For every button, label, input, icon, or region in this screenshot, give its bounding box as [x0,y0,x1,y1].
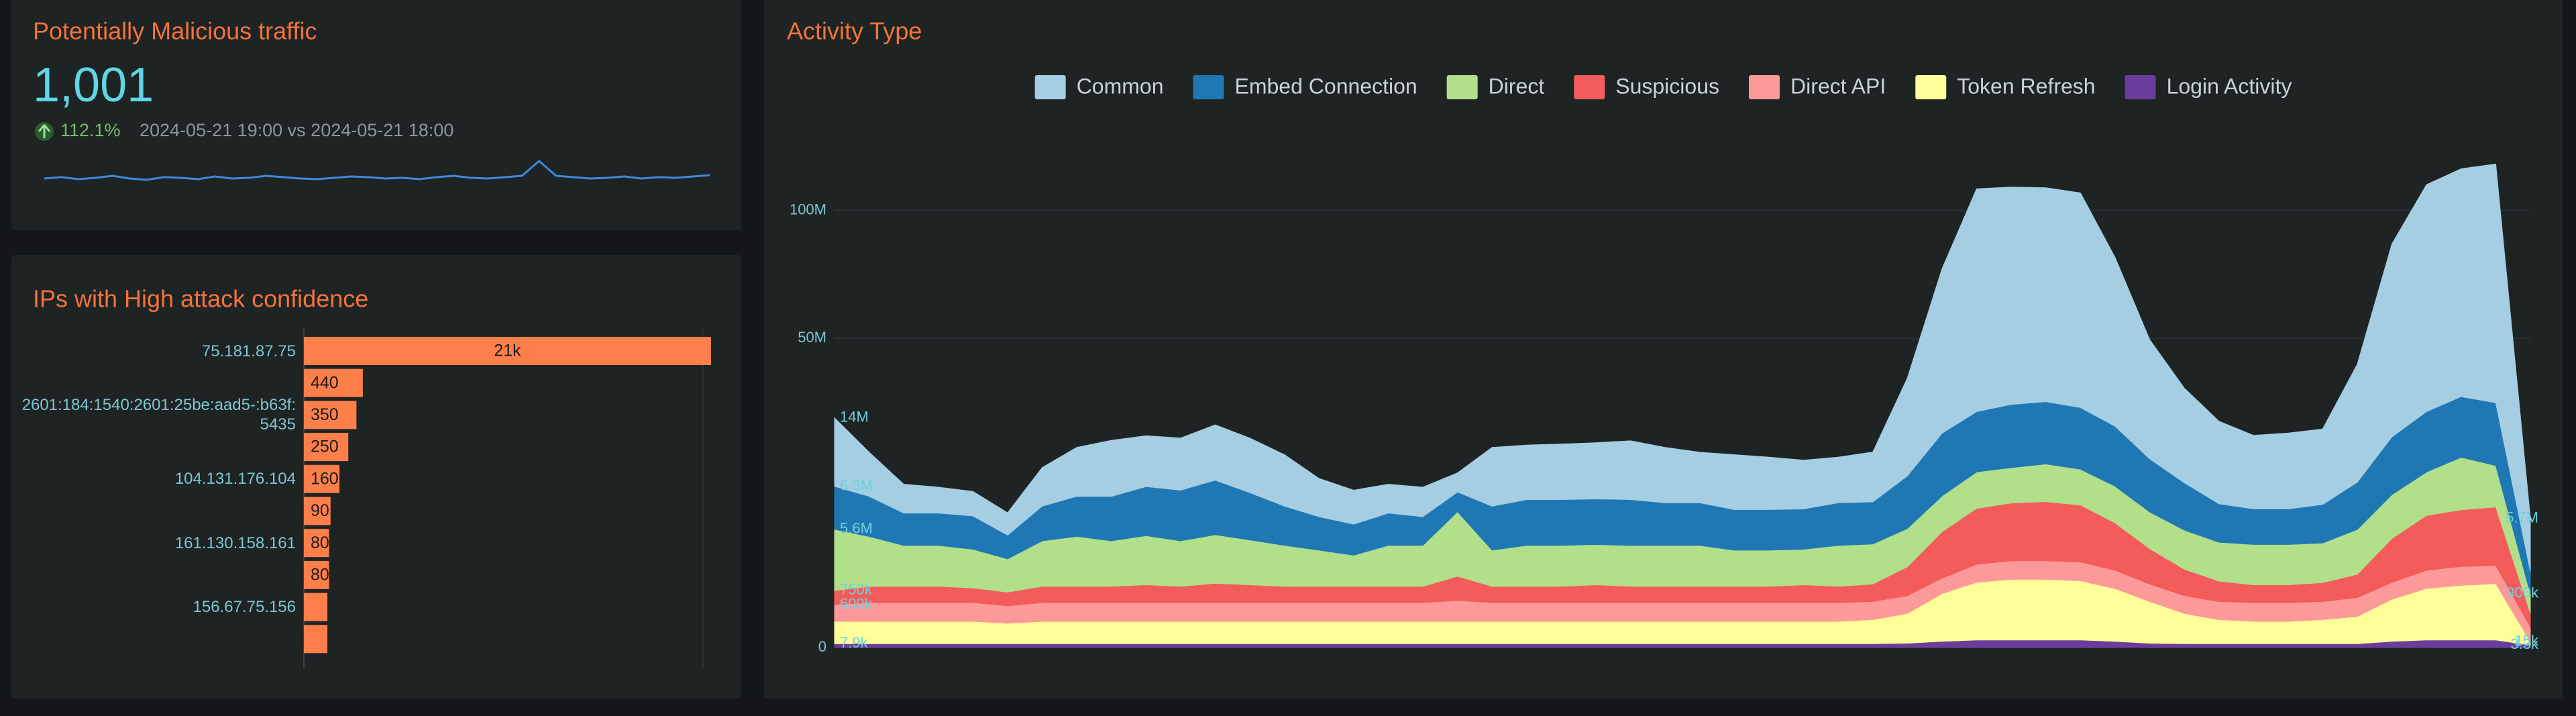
category-label: 156.67.75.156 [193,598,296,617]
bar [304,464,339,493]
value-label: 5.7M [2506,509,2538,525]
stat-change: 112.1% [60,120,121,140]
bar [304,593,328,621]
y-tick-label: 100M [790,201,826,217]
value-label: 900k [2506,584,2539,601]
bar-label: 350 [311,405,339,424]
category-label-box: 2601:184:1540:2601:25be:aad5-:b63f:5435 [21,396,296,434]
bar [304,497,331,525]
y-tick-label: 0 [818,638,826,655]
bar [304,529,329,558]
legend-label: Direct [1489,74,1545,98]
panel-title: IPs with High attack confidence [33,285,368,313]
y-tick-label: 50M [798,329,826,346]
legend-label: Token Refresh [1957,74,2095,98]
legend-swatch [1748,75,1780,99]
value-label: 15k [2515,632,2539,649]
legend: Common Embed Connection Direct Suspicious Di… [1034,74,2292,99]
category-label: 75.181.87.75 [201,342,296,360]
bar [304,433,349,462]
value-label: 5.6M [840,520,873,537]
bar [304,368,363,397]
category-label: 104.131.176.104 [174,470,296,489]
bar-label: 21k [494,342,521,360]
category-label-box: 104.131.176.104 [174,470,296,489]
value-label: 6.3M [840,476,873,493]
legend-label: Common [1077,74,1164,98]
value-label: 7.9k [840,634,869,651]
legend-swatch [2125,75,2156,99]
legend-swatch [1193,75,1224,99]
value-label: 600k [840,595,873,612]
legend-swatch [1034,75,1066,99]
legend-swatch [1446,75,1478,99]
bar-label: 160 [311,469,339,488]
stat-comparison: 2024-05-21 19:00 vs 2024-05-21 18:00 [140,120,453,140]
bar [304,337,711,365]
panel [11,0,741,230]
legend-label: Direct API [1790,74,1886,98]
category-label-box: 156.67.75.156 [193,598,296,617]
legend-swatch [1915,75,1947,99]
bar [304,560,329,589]
trend-arrow [38,124,51,138]
bar-label: 80 [311,566,329,584]
legend-swatch [1574,75,1605,99]
legend-label: Suspicious [1615,74,1719,98]
category-label-box: 75.181.87.75 [201,342,296,360]
bar-label: 90 [311,501,329,520]
bar-label: 440 [311,373,339,392]
legend-label: Embed Connection [1235,74,1417,98]
panel [11,255,741,699]
value-label: 750k [840,581,873,598]
area [834,163,2531,572]
category-label: 2601:184:1540:2601:25be:aad5-:b63f:5435 [21,396,296,434]
sparkline [44,160,710,181]
legend-label: Login Activity [2167,74,2292,98]
bar [304,401,357,429]
category-label-box: 161.130.158.161 [174,533,296,552]
bar-label: 250 [311,438,339,456]
stat-value: 1,001 [33,58,154,112]
category-label: 161.130.158.161 [174,533,296,552]
bar [304,625,328,654]
bar-label: 80 [311,533,329,552]
panel-title: Activity Type [787,17,922,45]
value-label: 14M [840,408,869,425]
value-label: 3.3k [2510,635,2539,652]
panel-title: Potentially Malicious traffic [33,17,317,45]
